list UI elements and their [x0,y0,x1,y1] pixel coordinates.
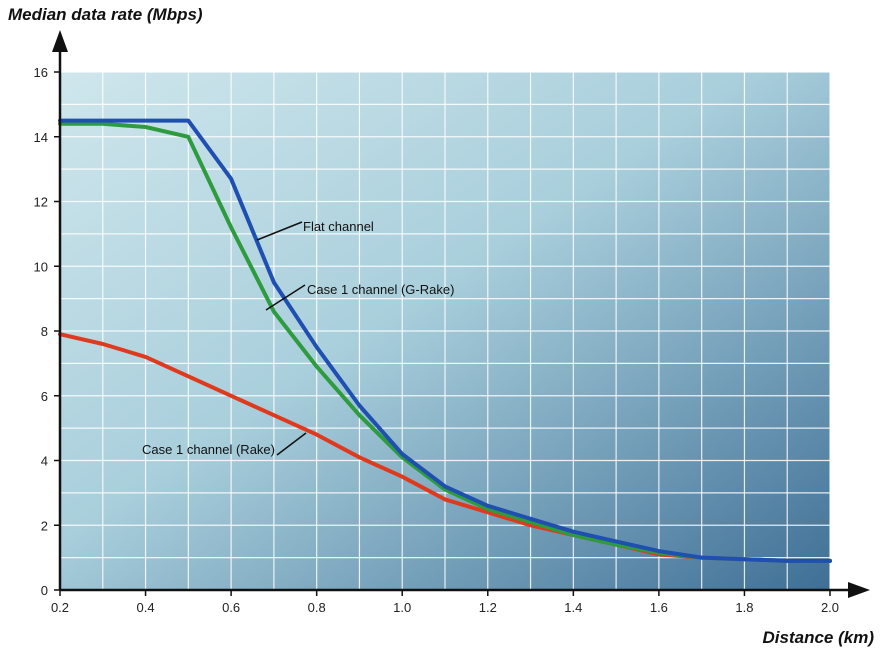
y-axis-title: Median data rate (Mbps) [8,5,203,24]
y-tick-label: 8 [41,324,48,339]
annotation-label: Case 1 channel (Rake) [142,442,275,457]
x-tick-label: 0.6 [222,600,240,615]
x-tick-label: 1.6 [650,600,668,615]
y-tick-label: 2 [41,518,48,533]
y-axis-arrow-icon [52,30,68,52]
x-tick-label: 0.2 [51,600,69,615]
y-tick-label: 4 [41,454,48,469]
series-line-1 [58,118,832,563]
y-tick-label: 6 [41,389,48,404]
x-tick-label: 1.0 [393,600,411,615]
y-tick-label: 14 [34,130,48,145]
x-tick-label: 1.2 [479,600,497,615]
x-tick-label: 0.8 [308,600,326,615]
y-tick-label: 10 [34,259,48,274]
x-tick-label: 1.8 [735,600,753,615]
x-tick-label: 2.0 [821,600,839,615]
annotation-leader [276,432,307,456]
annotation-label: Flat channel [303,219,374,234]
annotations: Flat channel Case 1 channel (G-Rake) Case … [142,219,454,457]
x-tick-label: 0.4 [137,600,155,615]
x-tick-label: 1.4 [564,600,582,615]
x-axis-arrow-icon [848,582,870,598]
x-axis-title: Distance (km) [763,628,875,647]
y-tick-label: 0 [41,583,48,598]
y-tick-label: 16 [34,65,48,80]
annotation-leader [256,221,303,241]
axes [52,30,870,598]
grid-lines [60,71,831,590]
tick-labels: 0.2 0.4 0.6 0.8 1.0 1.2 1.4 1.6 1.8 2.0 0 2 4 6 8 10 12 1… [34,65,840,615]
y-tick-label: 12 [34,195,48,210]
annotation-leader [265,284,306,311]
series-layer [58,118,832,563]
annotation-label: Case 1 channel (G-Rake) [307,282,454,297]
